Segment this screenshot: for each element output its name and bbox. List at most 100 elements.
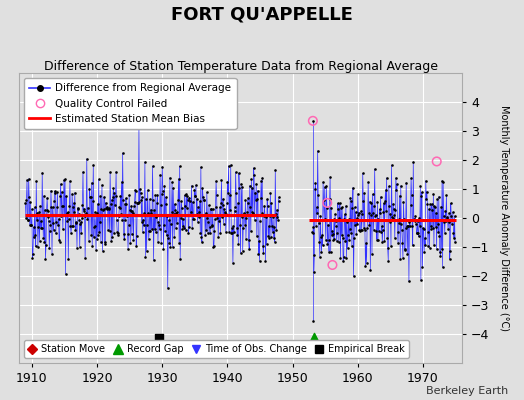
Point: [405, 278, 413, 284]
Point: [54, 216, 63, 222]
Point: [400, 246, 409, 253]
Point: [105, 228, 114, 234]
Point: [50, 188, 59, 194]
Point: [396, 192, 404, 199]
Point: [97, 239, 105, 246]
Point: [215, 212, 223, 218]
Point: [56, 193, 64, 199]
Point: [433, 221, 442, 228]
Point: [201, 212, 209, 218]
Point: [207, 206, 215, 212]
Point: [415, 215, 423, 221]
Point: [183, 193, 191, 199]
Point: [250, 172, 258, 178]
Point: [93, 235, 101, 242]
Point: [398, 240, 407, 246]
Point: [53, 189, 62, 196]
Point: [46, 222, 54, 228]
Point: [136, 190, 145, 196]
Point: [384, 245, 392, 252]
Point: [157, 240, 166, 246]
Point: [273, 214, 281, 220]
Point: [365, 222, 374, 228]
Point: [126, 240, 135, 246]
Point: [372, 212, 380, 218]
Point: [449, 229, 457, 236]
Point: [239, 225, 247, 231]
Point: [395, 216, 403, 222]
Point: [112, 193, 120, 199]
Point: [74, 206, 82, 212]
Point: [70, 209, 79, 216]
Point: [323, 240, 332, 247]
Point: [81, 255, 89, 261]
Point: [196, 164, 205, 170]
Point: [416, 183, 424, 190]
Title: Difference of Station Temperature Data from Regional Average: Difference of Station Temperature Data f…: [43, 60, 438, 73]
Point: [100, 194, 108, 200]
Point: [95, 218, 104, 225]
Point: [333, 230, 342, 236]
Point: [346, 230, 355, 236]
Point: [198, 185, 206, 192]
Point: [226, 207, 234, 214]
Point: [27, 222, 36, 228]
Point: [423, 188, 431, 195]
Point: [78, 202, 86, 208]
Point: [413, 218, 422, 224]
Point: [374, 216, 383, 222]
Point: [390, 212, 398, 218]
Point: [439, 264, 447, 270]
Point: [419, 226, 428, 232]
Point: [353, 221, 362, 227]
Point: [443, 214, 452, 220]
Point: [421, 242, 429, 249]
Point: [79, 207, 88, 214]
Point: [42, 207, 51, 213]
Point: [417, 277, 425, 284]
Point: [361, 226, 369, 233]
Point: [439, 179, 447, 185]
Point: [132, 242, 140, 249]
Text: FORT QU'APPELLE: FORT QU'APPELLE: [171, 6, 353, 24]
Point: [391, 206, 399, 213]
Point: [356, 228, 364, 234]
Point: [201, 232, 210, 238]
Point: [338, 204, 346, 211]
Point: [343, 219, 351, 225]
Point: [426, 201, 434, 207]
Point: [450, 235, 458, 241]
Point: [138, 229, 147, 235]
Point: [344, 216, 353, 222]
Point: [52, 230, 60, 237]
Point: [315, 254, 324, 260]
Point: [180, 192, 189, 198]
Point: [242, 236, 250, 242]
Point: [111, 202, 119, 208]
Point: [161, 201, 170, 208]
Point: [40, 193, 48, 199]
Point: [177, 198, 185, 204]
Point: [221, 209, 230, 216]
Point: [89, 198, 97, 204]
Point: [312, 223, 320, 229]
Point: [66, 223, 74, 230]
Point: [352, 231, 361, 237]
Point: [385, 202, 394, 209]
Point: [435, 233, 443, 240]
Point: [398, 227, 406, 233]
Point: [42, 241, 50, 248]
Point: [162, 232, 171, 239]
Point: [268, 223, 276, 230]
Point: [128, 231, 136, 238]
Point: [327, 204, 335, 211]
Point: [35, 237, 43, 244]
Point: [218, 214, 226, 220]
Point: [224, 190, 232, 196]
Point: [241, 197, 249, 204]
Point: [115, 204, 124, 210]
Legend: Station Move, Record Gap, Time of Obs. Change, Empirical Break: Station Move, Record Gap, Time of Obs. C…: [24, 340, 409, 358]
Point: [186, 198, 194, 204]
Point: [84, 212, 93, 218]
Point: [149, 257, 158, 264]
